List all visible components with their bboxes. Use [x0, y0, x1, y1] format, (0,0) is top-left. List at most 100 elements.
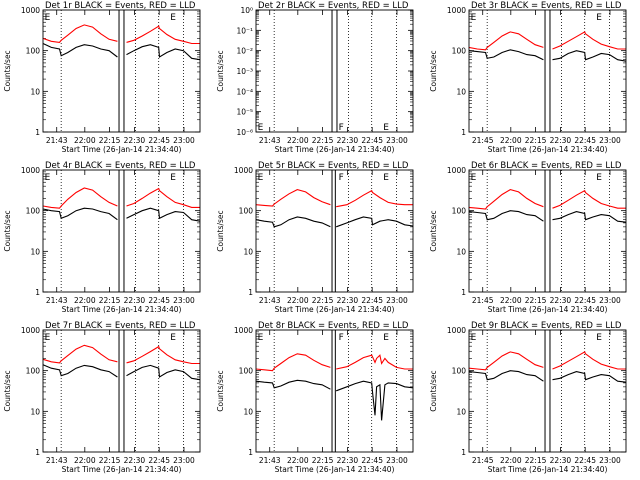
x-tick-label: 22:00	[500, 456, 522, 465]
lld-series-line	[42, 187, 200, 209]
x-tick-label: 22:30	[550, 136, 572, 145]
detector-panel: Det 7r BLACK = Events, RED = LLD 1 10 100 10…	[3, 321, 201, 474]
sensor-marker-label: E	[383, 123, 389, 133]
sensor-marker-label: E	[383, 173, 389, 183]
x-tick-label: 22:15	[312, 136, 334, 145]
y-tick-label: 10	[456, 407, 466, 416]
lld-series-line	[255, 189, 413, 208]
x-tick-label: 22:15	[312, 456, 334, 465]
y-tick-label: 1000	[234, 166, 253, 175]
x-tick-label: 23:00	[173, 296, 195, 305]
lld-series-line	[42, 24, 200, 45]
y-tick-label: 1	[248, 448, 253, 457]
x-tick-label: 22:00	[74, 136, 96, 145]
y-tick-label: 1000	[21, 6, 40, 15]
y-tick-label: 10	[456, 87, 466, 96]
plot-frame	[255, 169, 414, 293]
x-tick-label: 21:45	[472, 296, 494, 305]
x-tick-label: 22:00	[74, 296, 96, 305]
events-series-line	[255, 379, 414, 421]
x-tick-label: 22:30	[124, 456, 146, 465]
events-series-line	[42, 207, 201, 222]
sensor-marker-label: E	[471, 173, 477, 183]
y-tick-label: 10	[243, 247, 253, 256]
plot-frame	[255, 9, 414, 133]
y-tick-label: 100	[452, 47, 467, 56]
y-tick-label: 10⁻²	[236, 47, 253, 56]
x-tick-label: 23:00	[173, 456, 195, 465]
lld-series-line	[42, 344, 200, 365]
panel-title: Det 4r BLACK = Events, RED = LLD	[45, 161, 196, 171]
x-tick-label: 21:43	[46, 456, 68, 465]
y-tick-label: 1	[248, 288, 253, 297]
x-tick-label: 22:15	[312, 296, 334, 305]
x-tick-label: 23:00	[386, 136, 408, 145]
plot-frame	[42, 169, 201, 293]
events-series-line	[468, 49, 627, 62]
sensor-marker-label: E	[258, 333, 264, 343]
y-tick-label: 1000	[447, 166, 466, 175]
x-tick-label: 22:15	[99, 456, 121, 465]
events-series-line	[42, 43, 201, 61]
panel-title: Det 9r BLACK = Events, RED = LLD	[471, 321, 622, 331]
detector-panel: Det 2r BLACK = Events, RED = LLD 10⁻⁶ 10⁻⁵…	[216, 1, 414, 154]
sensor-marker-label: E	[45, 13, 51, 23]
y-axis-label: Counts/sec	[3, 370, 12, 411]
x-tick-label: 21:43	[46, 136, 68, 145]
x-tick-label: 21:43	[259, 136, 281, 145]
y-tick-label: 1000	[21, 166, 40, 175]
plot-frame	[255, 329, 414, 453]
y-tick-label: 100	[239, 207, 254, 216]
detector-panel: Det 1r BLACK = Events, RED = LLD 1 10 100 10…	[3, 1, 201, 154]
sensor-marker-label: F	[339, 333, 344, 343]
y-axis-label: Counts/sec	[216, 50, 225, 91]
x-axis-label: Start Time (26-Jan-14 21:34:40)	[488, 145, 608, 154]
y-tick-label: 10⁻⁵	[236, 108, 253, 117]
x-axis-label: Start Time (26-Jan-14 21:34:40)	[488, 465, 608, 474]
y-axis-label: Counts/sec	[3, 50, 12, 91]
y-axis-label: Counts/sec	[3, 210, 12, 251]
x-tick-label: 21:43	[259, 296, 281, 305]
y-tick-label: 100	[26, 47, 41, 56]
x-tick-label: 22:15	[525, 136, 547, 145]
x-tick-label: 22:15	[99, 296, 121, 305]
detector-panel: Det 9r BLACK = Events, RED = LLD 1 10 100 10…	[429, 321, 627, 474]
x-tick-label: 22:45	[361, 296, 383, 305]
y-tick-label: 10⁻³	[236, 67, 253, 76]
sensor-marker-label: E	[170, 13, 176, 23]
detector-panel: Det 5r BLACK = Events, RED = LLD 1 10 100 10…	[216, 161, 414, 314]
x-tick-label: 22:45	[148, 456, 170, 465]
x-axis-label: Start Time (26-Jan-14 21:34:40)	[488, 305, 608, 314]
x-tick-label: 22:00	[74, 456, 96, 465]
x-tick-label: 21:43	[46, 296, 68, 305]
sensor-marker-label: F	[339, 173, 344, 183]
x-tick-label: 22:45	[361, 136, 383, 145]
x-axis-label: Start Time (26-Jan-14 21:34:40)	[275, 145, 395, 154]
sensor-marker-label: E	[596, 13, 602, 23]
plot-frame	[468, 329, 627, 453]
x-tick-label: 22:45	[574, 296, 596, 305]
y-tick-label: 100	[26, 207, 41, 216]
y-tick-label: 10	[30, 87, 40, 96]
sensor-marker-label: E	[258, 123, 264, 133]
events-series-line	[468, 210, 627, 223]
y-axis-label: Counts/sec	[429, 50, 438, 91]
panel-title: Det 2r BLACK = Events, RED = LLD	[258, 1, 409, 11]
x-axis-label: Start Time (26-Jan-14 21:34:40)	[275, 305, 395, 314]
y-tick-label: 1	[35, 128, 40, 137]
y-tick-label: 10	[30, 247, 40, 256]
x-axis-label: Start Time (26-Jan-14 21:34:40)	[62, 305, 182, 314]
detector-panel: Det 8r BLACK = Events, RED = LLD 1 10 100 10…	[216, 321, 414, 474]
panel-title: Det 7r BLACK = Events, RED = LLD	[45, 321, 196, 331]
x-tick-label: 22:30	[337, 296, 359, 305]
plot-frame	[42, 329, 201, 453]
sensor-marker-label: E	[258, 173, 264, 183]
y-tick-label: 10⁰	[240, 6, 253, 15]
sensor-marker-label: E	[45, 173, 51, 183]
y-tick-label: 10⁻¹	[236, 26, 253, 35]
panel-title: Det 8r BLACK = Events, RED = LLD	[258, 321, 409, 331]
x-tick-label: 22:30	[337, 136, 359, 145]
x-tick-label: 22:15	[525, 296, 547, 305]
y-tick-label: 1	[35, 288, 40, 297]
